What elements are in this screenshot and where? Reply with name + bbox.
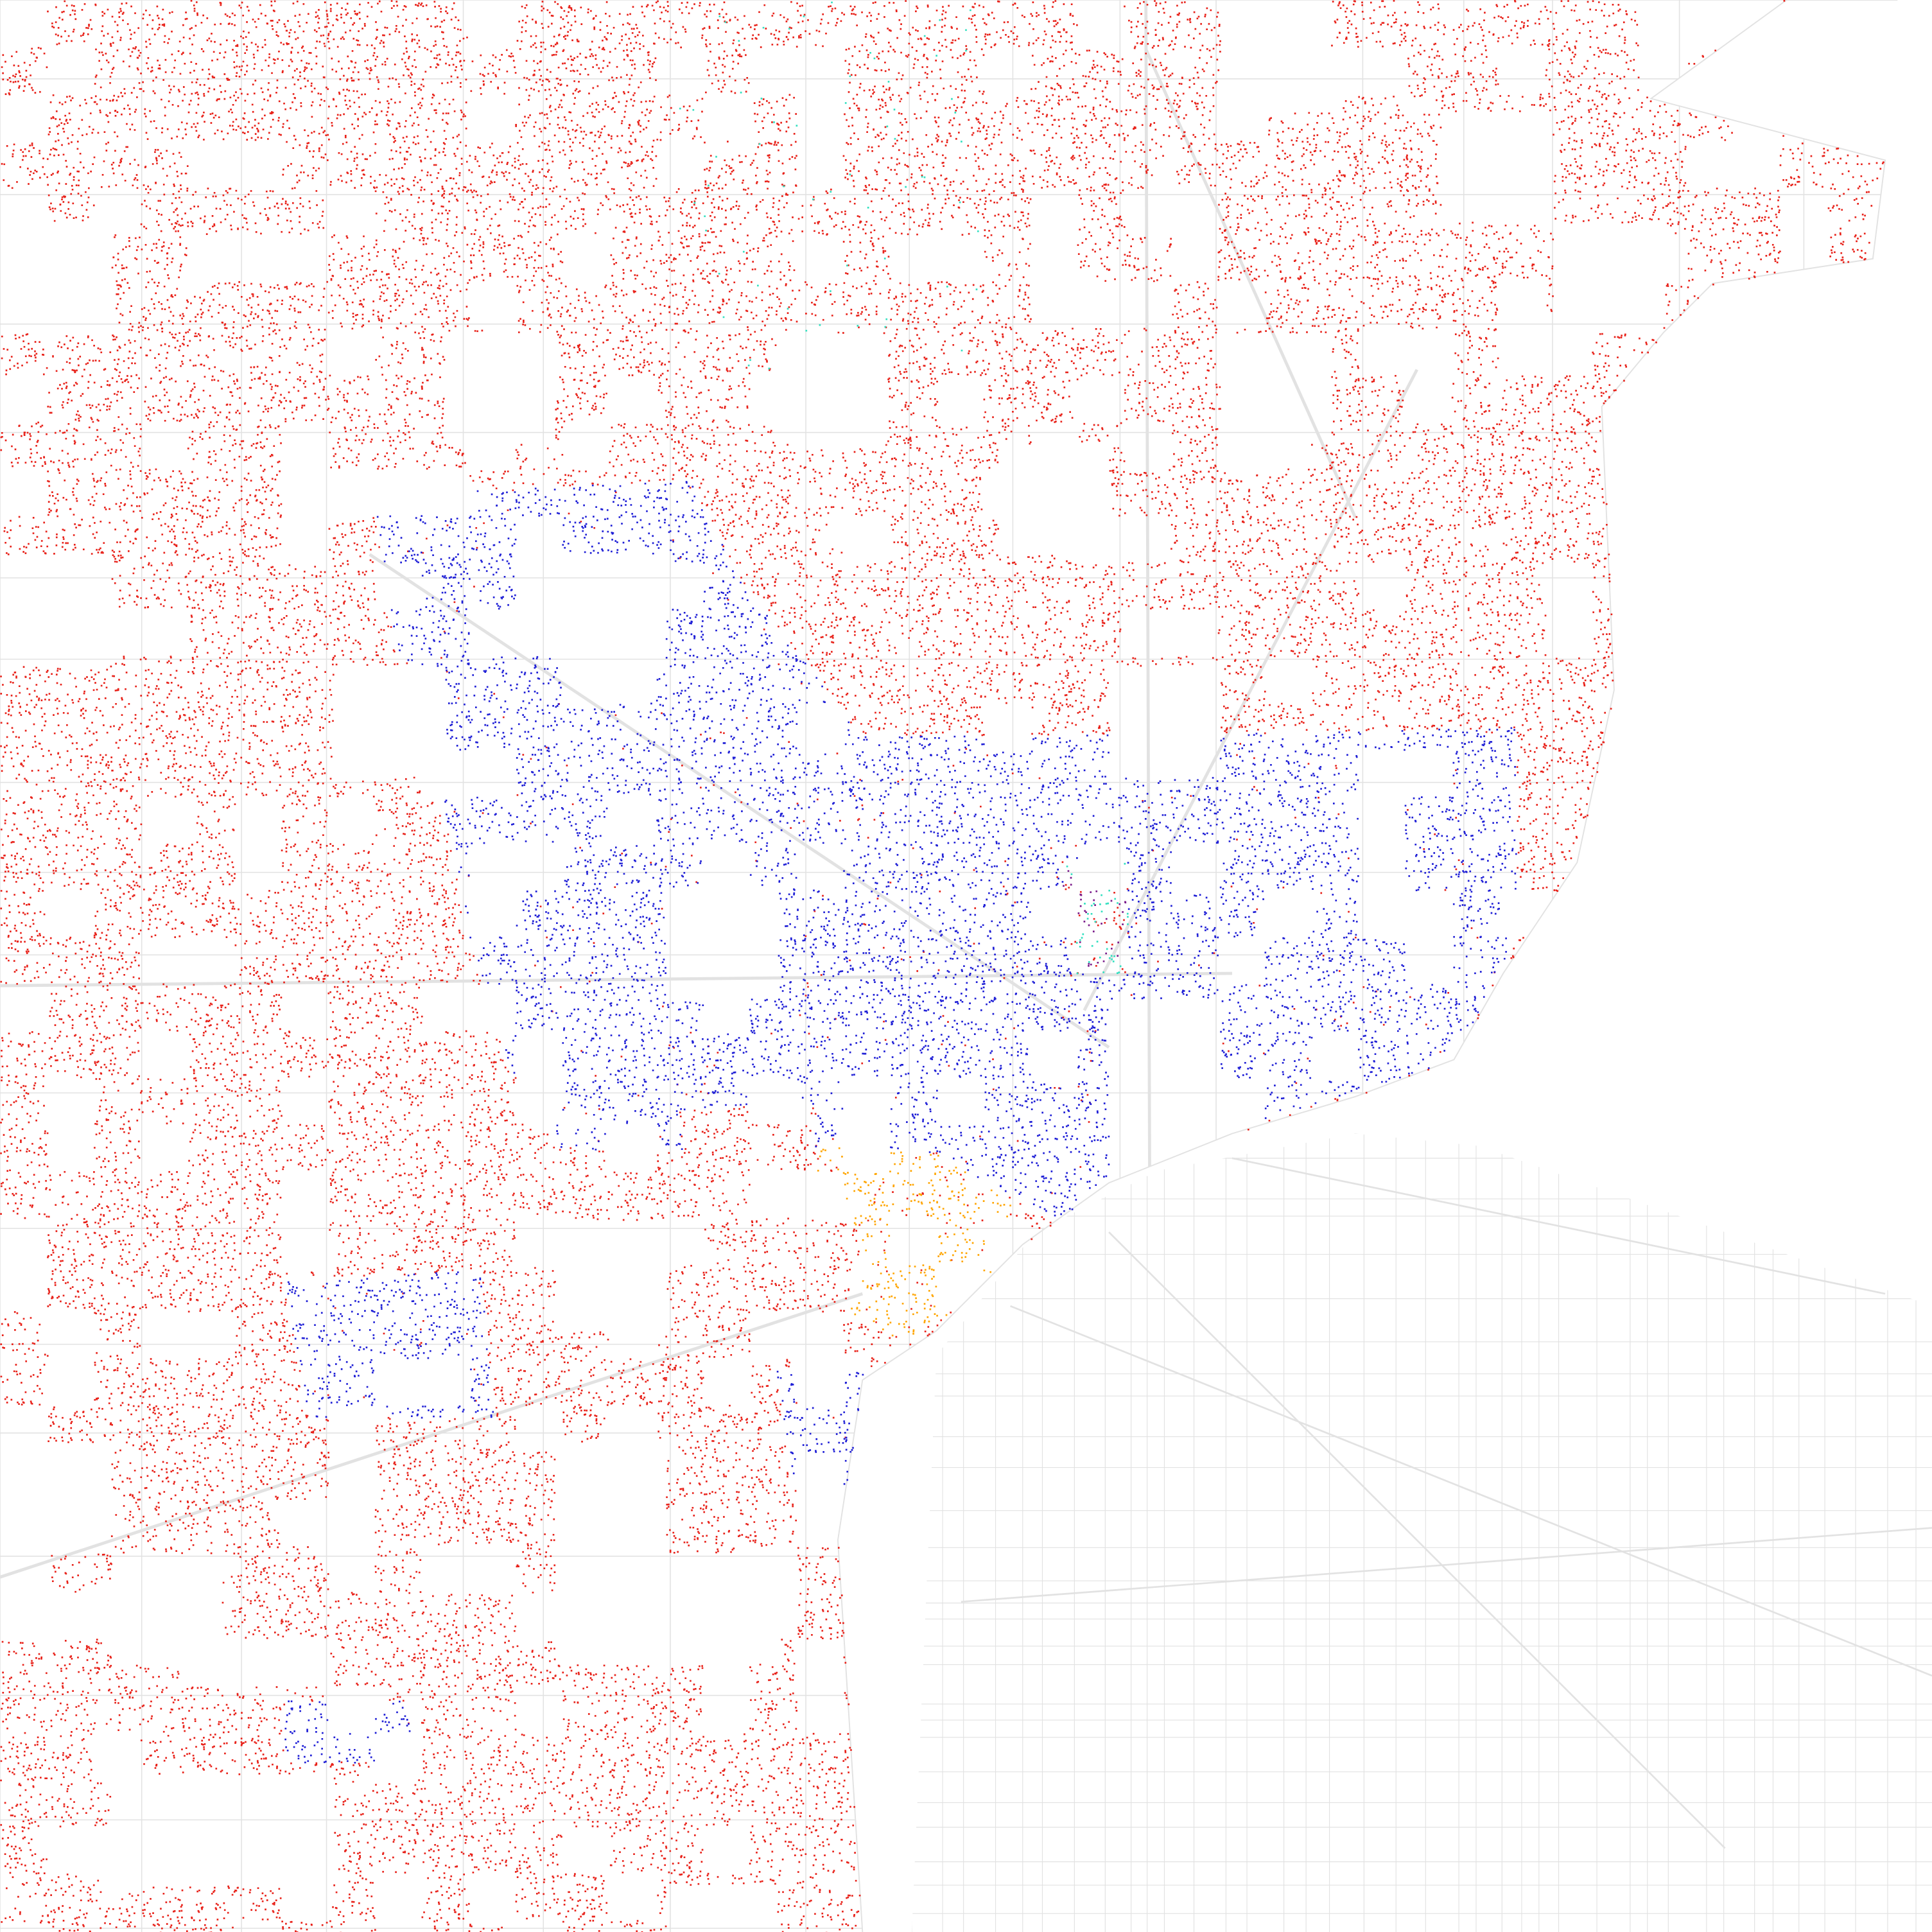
road (961, 1157, 1932, 1849)
road (837, 0, 1898, 1932)
road (0, 0, 1418, 1932)
dot-cluster (284, 481, 1517, 1764)
population-dots (0, 0, 1884, 1932)
road (912, 1133, 1932, 1932)
dot-cluster (817, 1147, 1011, 1337)
